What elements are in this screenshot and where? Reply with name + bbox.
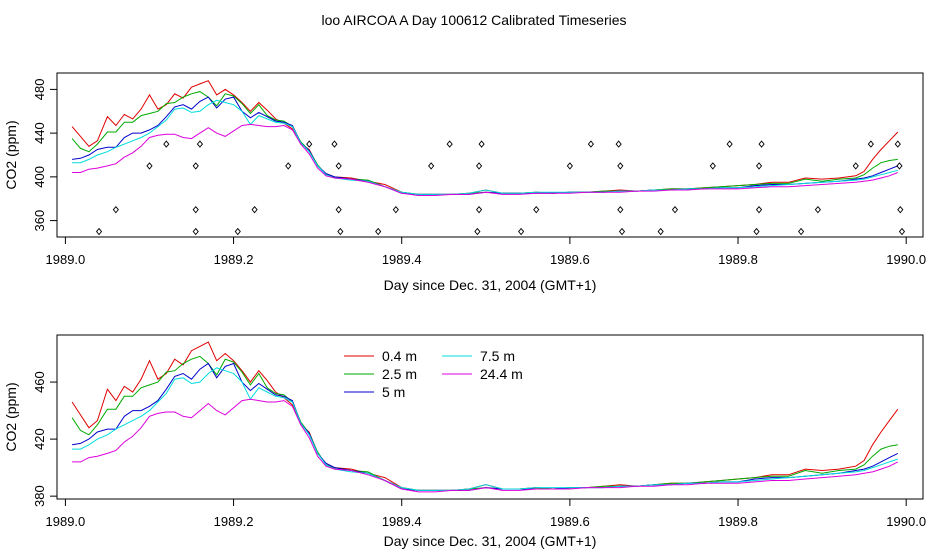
top-marker <box>163 140 170 148</box>
top-marker <box>814 205 821 214</box>
top-y-ticks: 360 400 440 480 <box>32 79 57 232</box>
top-marker <box>285 162 292 170</box>
top-marker <box>709 162 716 170</box>
top-marker <box>753 227 760 236</box>
top-marker <box>335 162 342 170</box>
top-marker <box>251 205 258 214</box>
top-marker <box>755 162 763 170</box>
top-marker <box>867 140 874 148</box>
top-series-line-3 <box>72 99 898 195</box>
top-marker <box>587 140 594 148</box>
bottom-y-ticks: 380 420 460 <box>32 371 57 507</box>
bottom-x-tick-label: 1990.0 <box>886 514 926 529</box>
top-marker <box>192 162 199 170</box>
top-y-tick-label: 360 <box>32 210 47 232</box>
top-marker <box>475 205 483 214</box>
top-marker <box>392 205 399 214</box>
top-marker <box>112 205 119 214</box>
top-marker <box>726 140 733 148</box>
top-x-tick-label: 1989.4 <box>382 252 422 267</box>
top-x-tick-label: 1989.6 <box>550 252 590 267</box>
top-x-tick-label: 1990.0 <box>886 252 926 267</box>
bottom-y-axis-label: CO2 (ppm) <box>3 382 19 451</box>
top-marker <box>755 205 763 214</box>
top-marker <box>898 227 906 236</box>
bottom-panel: 1989.0 1989.2 1989.4 1989.6 1989.8 1990.0 380… <box>3 334 926 549</box>
bottom-x-tick-label: 1989.4 <box>382 514 422 529</box>
bottom-y-tick-label: 380 <box>32 485 47 507</box>
top-marker <box>428 162 435 170</box>
legend-label: 0.4 m <box>382 348 417 364</box>
top-marker <box>671 205 679 214</box>
top-marker <box>852 162 859 170</box>
top-marker <box>657 227 664 236</box>
bottom-series-line-3 <box>72 367 898 491</box>
top-y-tick-label: 440 <box>32 122 47 144</box>
bottom-series-group <box>71 341 899 493</box>
top-marker <box>566 162 573 170</box>
top-markers-group <box>95 140 906 236</box>
top-x-axis-label: Day since Dec. 31, 2004 (GMT+1) <box>384 277 597 293</box>
top-marker <box>335 205 342 214</box>
top-x-tick-label: 1989.8 <box>718 252 758 267</box>
legend: 0.4 m 2.5 m 5 m 7.5 m 24.4 m <box>344 348 523 400</box>
top-marker <box>306 140 313 148</box>
top-marker <box>95 227 103 236</box>
legend-label: 24.4 m <box>480 366 523 382</box>
top-marker <box>196 140 204 148</box>
top-marker <box>475 162 483 170</box>
top-marker <box>615 140 622 148</box>
top-panel: 1989.0 1989.2 1989.4 1989.6 1989.8 1990.0 360… <box>3 72 926 293</box>
bottom-plot-frame <box>56 334 924 500</box>
bottom-x-tick-label: 1989.2 <box>214 514 254 529</box>
top-marker <box>798 227 805 236</box>
top-series-group <box>71 80 899 196</box>
figure-title: loo AIRCOA A Day 100612 Calibrated Times… <box>321 12 626 28</box>
top-marker <box>474 227 481 236</box>
top-marker <box>618 227 626 236</box>
bottom-x-tick-label: 1989.8 <box>718 514 758 529</box>
top-marker <box>617 205 624 214</box>
top-marker <box>533 205 540 214</box>
top-marker <box>894 140 901 148</box>
bottom-series-line-1 <box>71 355 898 491</box>
top-marker <box>192 205 199 214</box>
top-y-tick-label: 480 <box>32 79 47 101</box>
top-x-tick-label: 1989.2 <box>214 252 254 267</box>
top-plot-frame <box>56 72 924 238</box>
top-x-tick-label: 1989.0 <box>46 252 86 267</box>
top-marker <box>337 227 344 236</box>
bottom-y-tick-label: 460 <box>32 371 47 393</box>
top-series-line-4 <box>72 123 898 196</box>
legend-label: 5 m <box>382 384 405 400</box>
bottom-series-line-0 <box>71 341 899 491</box>
legend-label: 7.5 m <box>480 348 515 364</box>
top-marker <box>897 205 904 214</box>
legend-label: 2.5 m <box>382 366 417 382</box>
bottom-x-axis-label: Day since Dec. 31, 2004 (GMT+1) <box>384 533 597 549</box>
top-marker <box>617 162 624 170</box>
top-marker <box>478 140 485 148</box>
top-marker <box>192 227 199 236</box>
top-marker <box>518 227 525 236</box>
top-series-line-1 <box>71 91 898 195</box>
top-y-tick-label: 400 <box>32 166 47 188</box>
top-marker <box>331 140 338 148</box>
bottom-y-tick-label: 420 <box>32 428 47 450</box>
bottom-x-ticks: 1989.0 1989.2 1989.4 1989.6 1989.8 1990.0 <box>46 499 926 529</box>
top-marker <box>758 140 765 148</box>
top-marker <box>896 162 903 170</box>
top-x-ticks: 1989.0 1989.2 1989.4 1989.6 1989.8 1990.0 <box>46 237 926 267</box>
top-marker <box>234 227 241 236</box>
top-marker <box>375 227 382 236</box>
top-series-line-0 <box>71 80 899 195</box>
bottom-x-tick-label: 1989.0 <box>46 514 86 529</box>
bottom-series-line-4 <box>72 398 899 493</box>
top-y-axis-label: CO2 (ppm) <box>3 120 19 189</box>
top-marker <box>446 140 453 148</box>
bottom-x-tick-label: 1989.6 <box>550 514 590 529</box>
top-marker <box>146 162 153 170</box>
